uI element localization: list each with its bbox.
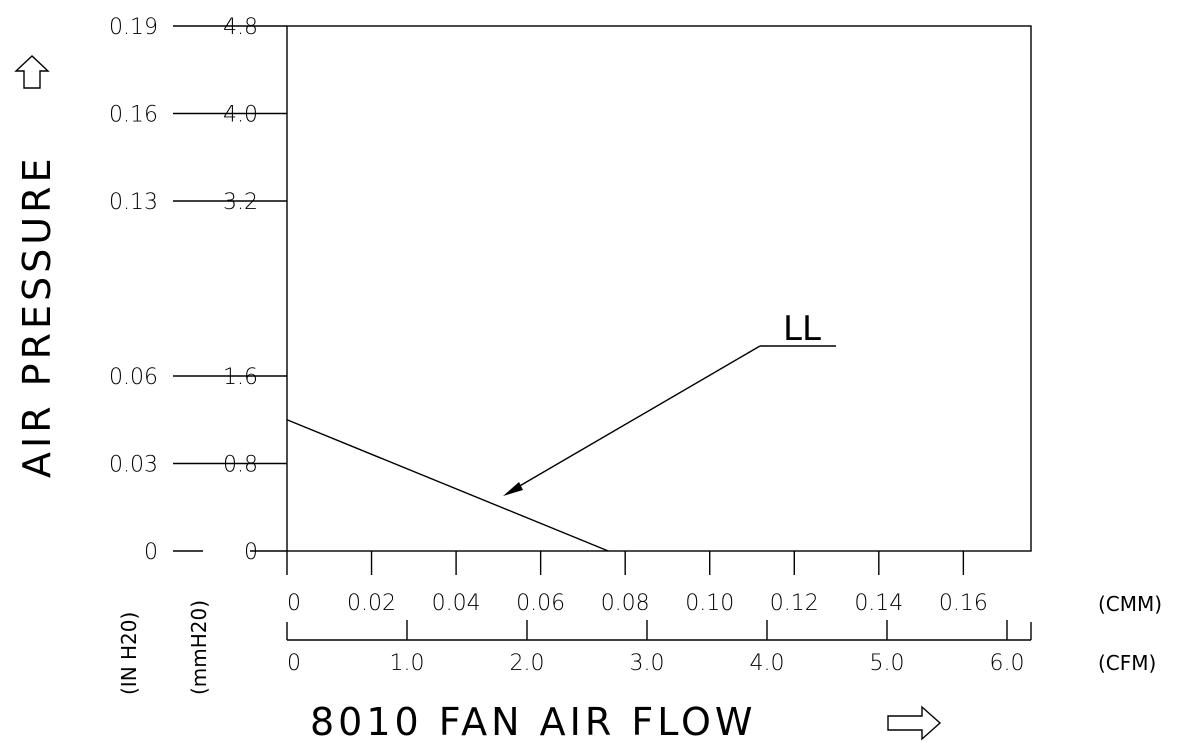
x-tick-label-cmm: 0.04 [432, 591, 481, 616]
x-tick-label-cfm: 4.0 [750, 651, 785, 676]
y-tick-label-inh2o: 0.03 [109, 453, 158, 478]
y-tick-label-inh2o: 0 [144, 540, 158, 565]
y-tick-label-inh2o: 0.06 [109, 365, 158, 390]
arrow-up-icon [14, 55, 50, 89]
x-tick-label-cmm: 0.08 [601, 591, 650, 616]
x-tick-label-cmm: 0.14 [854, 591, 903, 616]
x-unit-cmm: (CMM) [1098, 592, 1162, 616]
x-tick-label-cfm: 0 [287, 651, 301, 676]
y-tick-label-inh2o: 0.13 [109, 190, 158, 215]
y-tick-label-mmh2o: 1.6 [223, 365, 258, 390]
y-tick-label-mmh2o: 3.2 [223, 190, 258, 215]
series-annotation-arrowhead [503, 482, 523, 496]
x-tick-label-cfm: 5.0 [870, 651, 905, 676]
x-tick-label-cmm: 0.16 [939, 591, 988, 616]
series-group: LL [286, 309, 836, 552]
x-unit-cfm: (CFM) [1098, 651, 1156, 675]
y-tick-label-mmh2o: 0 [244, 540, 258, 565]
y-tick-label-inh2o: 0.19 [109, 15, 158, 40]
series-annotation-leader [510, 345, 761, 492]
y-axis-ticks: 0 0 0.8 0.03 1.6 0.06 3.2 0.13 4.0 0.16 4.8 0.19 [109, 15, 287, 565]
x-tick-label-cfm: 3.0 [630, 651, 665, 676]
series-label: LL [783, 309, 821, 349]
y-tick-label-inh2o: 0.16 [109, 103, 158, 128]
x-tick-label-cfm: 6.0 [990, 651, 1025, 676]
y-unit-mmh2o: (mmH20) [187, 600, 211, 695]
x-tick-label-cmm: 0.10 [685, 591, 734, 616]
y-unit-inh2o: (IN H20) [117, 612, 141, 695]
x-tick-label-cmm: 0.12 [770, 591, 819, 616]
x-tick-label-cfm: 1.0 [390, 651, 425, 676]
x-tick-label-cmm: 0 [287, 591, 301, 616]
series-line [286, 419, 609, 552]
x-tick-label-cmm: 0.06 [516, 591, 565, 616]
x-axis-cmm: 0 0.02 0.04 0.06 0.08 0.10 0.12 0.14 0.16 [286, 551, 988, 616]
x-tick-label-cfm: 2.0 [510, 651, 545, 676]
arrow-right-icon [887, 705, 942, 741]
x-axis-title: 8010 FAN AIR FLOW [310, 700, 757, 742]
x-axis-cfm: 0 1.0 2.0 3.0 4.0 5.0 6.0 [286, 620, 1032, 676]
plot-frame [286, 25, 1032, 552]
y-tick-label-mmh2o: 4.0 [223, 103, 258, 128]
y-axis-title: AIR PRESSURE [15, 155, 59, 478]
y-tick-label-mmh2o: 0.8 [223, 453, 258, 478]
x-tick-label-cmm: 0.02 [347, 591, 396, 616]
y-tick-label-mmh2o: 4.8 [223, 15, 258, 40]
